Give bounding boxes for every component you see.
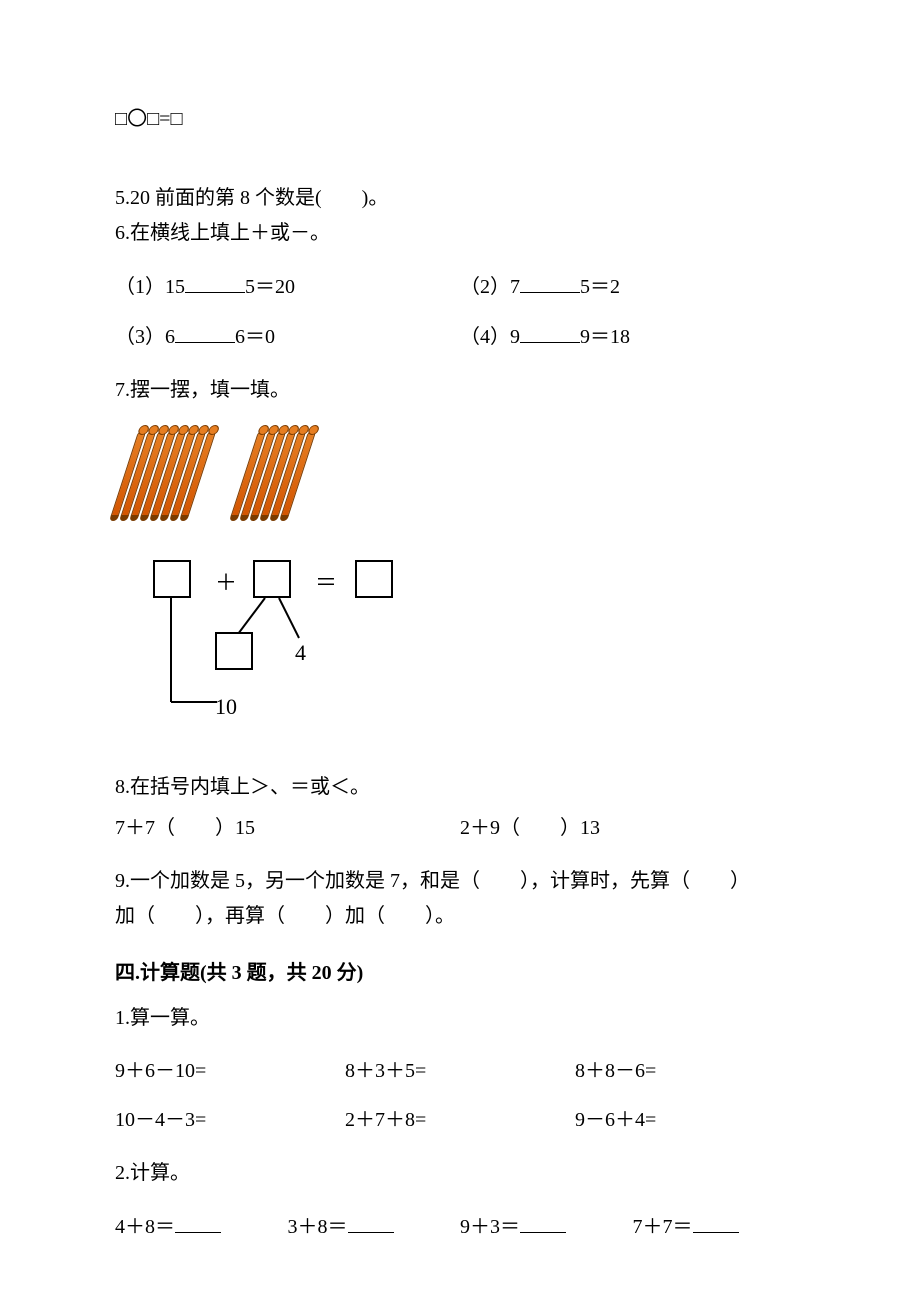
equals-sign: ＝ [315, 566, 337, 600]
calc-cell: 10－4－3= [115, 1105, 345, 1136]
question-6-row-1: （1）15 5＝20 （2）7 5＝2 [115, 271, 805, 303]
calc-expr: 4＋8＝ [115, 1216, 175, 1238]
eq-box-2[interactable] [253, 560, 291, 598]
eq-box-4[interactable] [215, 632, 253, 670]
calc-expr: 3＋8＝ [288, 1216, 348, 1238]
question-6-title: 6.在横线上填上＋或－。 [115, 218, 805, 249]
q6-item-4-post: 9＝18 [580, 326, 630, 348]
q6-item-1-pre: （1）15 [115, 276, 185, 298]
eq-box-3[interactable] [355, 560, 393, 598]
eq-box-1[interactable] [153, 560, 191, 598]
calc-cell: 8＋8－6= [575, 1056, 805, 1087]
calc-expr: 9＋3＝ [460, 1216, 520, 1238]
q6-blank-3[interactable] [175, 321, 235, 343]
question-7-title: 7.摆一摆，填一填。 [115, 375, 805, 406]
sticks-figure [123, 432, 805, 518]
s4-q1-row-1: 9＋6－10= 8＋3＋5= 8＋8－6= [115, 1056, 805, 1087]
section-4-heading: 四.计算题(共 3 题，共 20 分) [115, 958, 805, 989]
diagram-num-10: 10 [215, 690, 237, 724]
q8-left: 7＋7（ ）15 [115, 813, 460, 844]
stick-group-2 [243, 432, 303, 518]
q6-item-3-post: 6＝0 [235, 326, 275, 348]
q6-item-2-post: 5＝2 [580, 276, 620, 298]
diagram-num-4: 4 [295, 636, 306, 670]
question-5: 5.20 前面的第 8 个数是( )。 [115, 183, 805, 214]
question-8-row: 7＋7（ ）15 2＋9（ ）13 [115, 813, 805, 844]
q6-item-3-pre: （3）6 [115, 326, 175, 348]
calc-cell: 9＋6－10= [115, 1056, 345, 1087]
s4-q2-title: 2.计算。 [115, 1158, 805, 1189]
question-9-line-2: 加（ ），再算（ ）加（ ）。 [115, 901, 805, 932]
calc-expr: 7＋7＝ [633, 1216, 693, 1238]
s4-q1-row-2: 10－4－3= 2＋7＋8= 9－6＋4= [115, 1105, 805, 1136]
question-9-line-1: 9.一个加数是 5，另一个加数是 7，和是（ ），计算时，先算（ ） [115, 866, 805, 897]
equation-diagram: ＋ ＝ 4 10 [147, 558, 427, 718]
q6-blank-2[interactable] [520, 271, 580, 293]
q6-item-4-pre: （4）9 [460, 326, 520, 348]
q6-blank-1[interactable] [185, 271, 245, 293]
question-6-row-2: （3）6 6＝0 （4）9 9＝18 [115, 321, 805, 353]
calc-cell: 8＋3＋5= [345, 1056, 575, 1087]
stick-group-1 [123, 432, 203, 518]
answer-blank[interactable] [348, 1211, 394, 1233]
question-8-title: 8.在括号内填上＞、＝或＜。 [115, 772, 805, 803]
q6-item-1-post: 5＝20 [245, 276, 295, 298]
s4-q2-row: 4＋8＝ 3＋8＝ 9＋3＝ 7＋7＝ [115, 1211, 805, 1243]
calc-cell: 2＋7＋8= [345, 1105, 575, 1136]
q6-item-2-pre: （2）7 [460, 276, 520, 298]
q6-blank-4[interactable] [520, 321, 580, 343]
answer-blank[interactable] [175, 1211, 221, 1233]
equation-placeholder: □〇□=□ [115, 104, 805, 135]
plus-sign: ＋ [215, 566, 237, 600]
s4-q1-title: 1.算一算。 [115, 1003, 805, 1034]
answer-blank[interactable] [693, 1211, 739, 1233]
q8-right: 2＋9（ ）13 [460, 813, 805, 844]
answer-blank[interactable] [520, 1211, 566, 1233]
calc-cell: 9－6＋4= [575, 1105, 805, 1136]
